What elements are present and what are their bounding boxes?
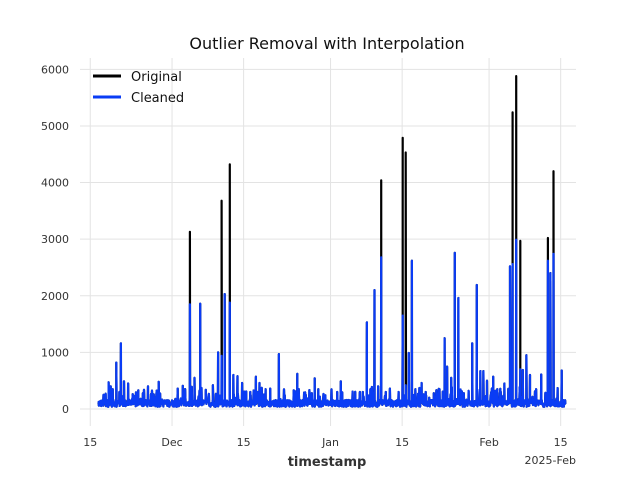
- legend-label-cleaned: Cleaned: [131, 91, 184, 106]
- legend-label-original: Original: [131, 70, 182, 85]
- y-tick-label: 6000: [41, 63, 69, 76]
- series-cleaned: [97, 238, 567, 408]
- x-axis-offset-label: 2025-Feb: [525, 454, 576, 467]
- x-tick-label: 15: [237, 436, 251, 449]
- series-line-cleaned: [97, 238, 567, 408]
- x-tick-label: Dec: [161, 436, 182, 449]
- grid: [80, 58, 576, 426]
- x-tick-label: 15: [554, 436, 568, 449]
- y-tick-label: 0: [62, 403, 69, 416]
- x-tick-label: 15: [83, 436, 97, 449]
- x-tick-label: Feb: [479, 436, 498, 449]
- y-tick-label: 2000: [41, 290, 69, 303]
- y-tick-label: 3000: [41, 233, 69, 246]
- x-axis: 15 Dec 15 Jan 15 Feb 15: [83, 436, 567, 449]
- y-tick-label: 1000: [41, 346, 69, 359]
- y-axis: 0 1000 2000 3000 4000 5000 6000: [41, 63, 69, 416]
- x-tick-label: Jan: [321, 436, 339, 449]
- x-tick-label: 15: [395, 436, 409, 449]
- x-axis-label: timestamp: [288, 455, 367, 470]
- chart-title: Outlier Removal with Interpolation: [189, 34, 464, 53]
- legend: Original Cleaned: [93, 70, 184, 106]
- y-tick-label: 5000: [41, 120, 69, 133]
- y-tick-label: 4000: [41, 177, 69, 190]
